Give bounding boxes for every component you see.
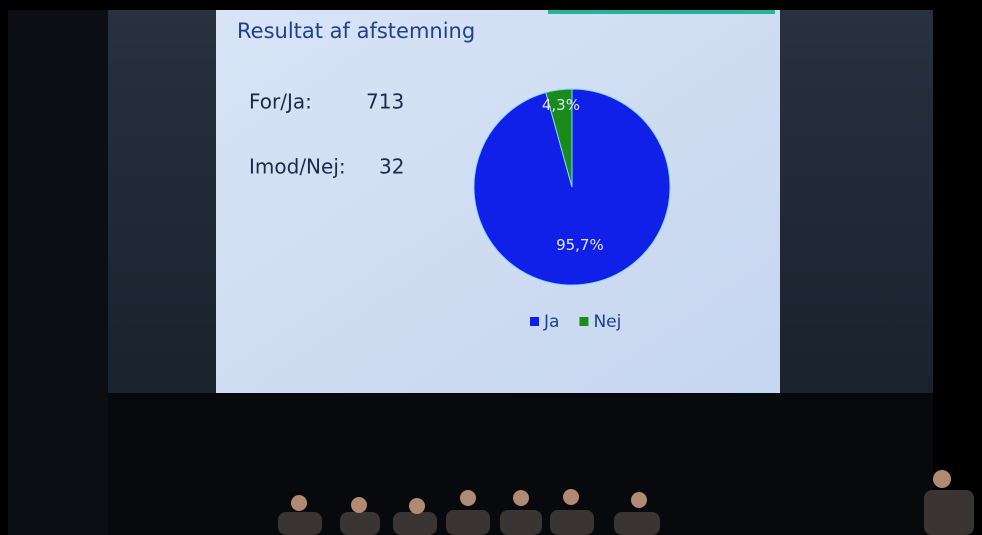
vote-count: 32 xyxy=(379,155,404,179)
data-label: 95,7% xyxy=(556,236,604,254)
legend-label: Ja xyxy=(543,312,559,332)
slide-accent xyxy=(548,10,775,14)
legend-swatch xyxy=(579,317,588,326)
legend-label: Nej xyxy=(593,312,621,332)
curtain xyxy=(8,10,108,535)
data-label: 4,3% xyxy=(542,96,580,114)
vote-count: 713 xyxy=(366,90,404,114)
legend-swatch xyxy=(530,317,539,326)
slide-title: Resultat af afstemning xyxy=(237,19,475,43)
photo: Resultat af afstemning For/Ja: 713 Imod/… xyxy=(0,0,982,535)
vote-label: Imod/Nej: xyxy=(249,155,346,179)
vote-label: For/Ja: xyxy=(249,90,312,114)
